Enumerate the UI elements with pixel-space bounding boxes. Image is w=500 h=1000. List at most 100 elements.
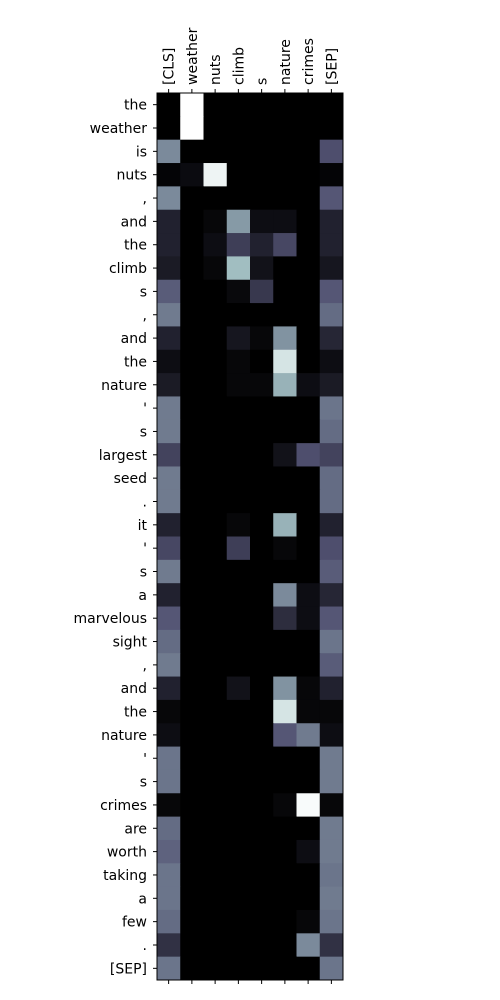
y-tick-label: worth bbox=[107, 845, 147, 861]
heatmap-cell bbox=[203, 863, 228, 888]
heatmap-cell bbox=[319, 606, 344, 631]
heatmap-cell bbox=[296, 396, 321, 421]
heatmap-cell bbox=[273, 583, 297, 608]
heatmap-cell bbox=[250, 909, 274, 934]
heatmap-cell bbox=[250, 489, 274, 514]
heatmap-cell bbox=[319, 489, 344, 514]
y-tick-label: , bbox=[143, 191, 147, 207]
heatmap-cell bbox=[319, 163, 344, 187]
heatmap-cell bbox=[273, 513, 297, 537]
heatmap-cell bbox=[319, 816, 344, 841]
heatmap-cell bbox=[226, 676, 251, 701]
heatmap-cell bbox=[319, 676, 344, 701]
heatmap-cell bbox=[226, 139, 251, 164]
heatmap-cell bbox=[273, 93, 297, 117]
heatmap-cell bbox=[296, 466, 321, 491]
x-tick-label: nuts bbox=[208, 54, 224, 85]
heatmap-cell bbox=[157, 816, 181, 841]
heatmap-cell bbox=[250, 349, 274, 374]
heatmap-cell bbox=[226, 583, 251, 608]
heatmap-cell bbox=[319, 373, 344, 397]
heatmap-cell bbox=[250, 886, 274, 911]
heatmap-cell bbox=[226, 396, 251, 421]
y-tick-label: seed bbox=[114, 471, 147, 487]
heatmap-cell bbox=[226, 793, 251, 818]
heatmap-cell bbox=[203, 373, 228, 397]
heatmap-cell bbox=[203, 629, 228, 654]
heatmap-cell bbox=[157, 886, 181, 911]
heatmap-cell bbox=[250, 209, 274, 234]
y-tick-label: a bbox=[138, 891, 147, 907]
heatmap-cell bbox=[273, 816, 297, 841]
heatmap-cell bbox=[180, 933, 204, 958]
heatmap-cell bbox=[296, 769, 321, 794]
heatmap-cell bbox=[273, 443, 297, 467]
heatmap-cell bbox=[273, 909, 297, 934]
heatmap-cell bbox=[157, 489, 181, 514]
heatmap-cell bbox=[226, 956, 251, 981]
heatmap-cell bbox=[319, 139, 344, 164]
heatmap-cell bbox=[157, 116, 181, 141]
heatmap-cell bbox=[203, 256, 228, 281]
heatmap-cell bbox=[180, 699, 204, 724]
heatmap-cell bbox=[203, 653, 228, 678]
heatmap-cell bbox=[250, 863, 274, 888]
heatmap-cell bbox=[273, 373, 297, 397]
heatmap-cell bbox=[226, 186, 251, 211]
heatmap-cell bbox=[273, 116, 297, 141]
heatmap-cell bbox=[157, 279, 181, 304]
plot-frame bbox=[156, 92, 344, 981]
heatmap-cell bbox=[250, 279, 274, 304]
heatmap-cell bbox=[273, 279, 297, 304]
heatmap-cell bbox=[273, 209, 297, 234]
heatmap-cell bbox=[180, 326, 204, 351]
heatmap-cell bbox=[319, 279, 344, 304]
heatmap-cell bbox=[157, 746, 181, 771]
heatmap-cell bbox=[203, 233, 228, 257]
heatmap-cell bbox=[319, 629, 344, 654]
heatmap-cell bbox=[296, 256, 321, 281]
heatmap-cell bbox=[180, 746, 204, 771]
heatmap-cell bbox=[319, 396, 344, 421]
heatmap-cell bbox=[180, 186, 204, 211]
heatmap-cell bbox=[250, 326, 274, 351]
heatmap-cell bbox=[203, 583, 228, 608]
heatmap-cell bbox=[273, 933, 297, 958]
heatmap-cell bbox=[273, 326, 297, 351]
heatmap-cell bbox=[250, 373, 274, 397]
heatmap-cell bbox=[180, 863, 204, 888]
heatmap-cell bbox=[180, 279, 204, 304]
heatmap-cell bbox=[203, 349, 228, 374]
y-tick-label: , bbox=[143, 658, 147, 674]
heatmap-cell bbox=[319, 793, 344, 818]
heatmap-cell bbox=[296, 233, 321, 257]
heatmap-cells bbox=[157, 93, 344, 981]
heatmap-cell bbox=[226, 373, 251, 397]
heatmap-cell bbox=[203, 909, 228, 934]
heatmap-cell bbox=[203, 769, 228, 794]
heatmap-cell bbox=[203, 209, 228, 234]
heatmap-cell bbox=[296, 163, 321, 187]
y-tick-label: and bbox=[121, 681, 147, 697]
heatmap-cell bbox=[296, 536, 321, 561]
heatmap-cell bbox=[319, 839, 344, 864]
y-tick-label: the bbox=[124, 98, 147, 114]
heatmap-cell bbox=[203, 139, 228, 164]
heatmap-cell bbox=[226, 163, 251, 187]
heatmap-cell bbox=[180, 606, 204, 631]
heatmap-cell bbox=[157, 419, 181, 444]
y-tick-label: nature bbox=[101, 728, 147, 744]
heatmap-cell bbox=[180, 163, 204, 187]
x-tick-label: crimes bbox=[301, 38, 317, 85]
heatmap-cell bbox=[157, 256, 181, 281]
heatmap-cell bbox=[319, 326, 344, 351]
heatmap-cell bbox=[250, 396, 274, 421]
heatmap-cell bbox=[203, 466, 228, 491]
heatmap-cell bbox=[273, 863, 297, 888]
heatmap-cell bbox=[203, 489, 228, 514]
heatmap-cell bbox=[226, 279, 251, 304]
y-tick-label: are bbox=[124, 821, 147, 837]
y-tick-label: taking bbox=[103, 868, 147, 884]
heatmap-cell bbox=[157, 349, 181, 374]
heatmap-cell bbox=[226, 466, 251, 491]
